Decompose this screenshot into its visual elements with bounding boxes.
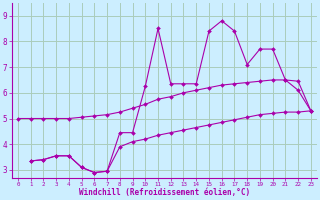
X-axis label: Windchill (Refroidissement éolien,°C): Windchill (Refroidissement éolien,°C) — [79, 188, 250, 197]
